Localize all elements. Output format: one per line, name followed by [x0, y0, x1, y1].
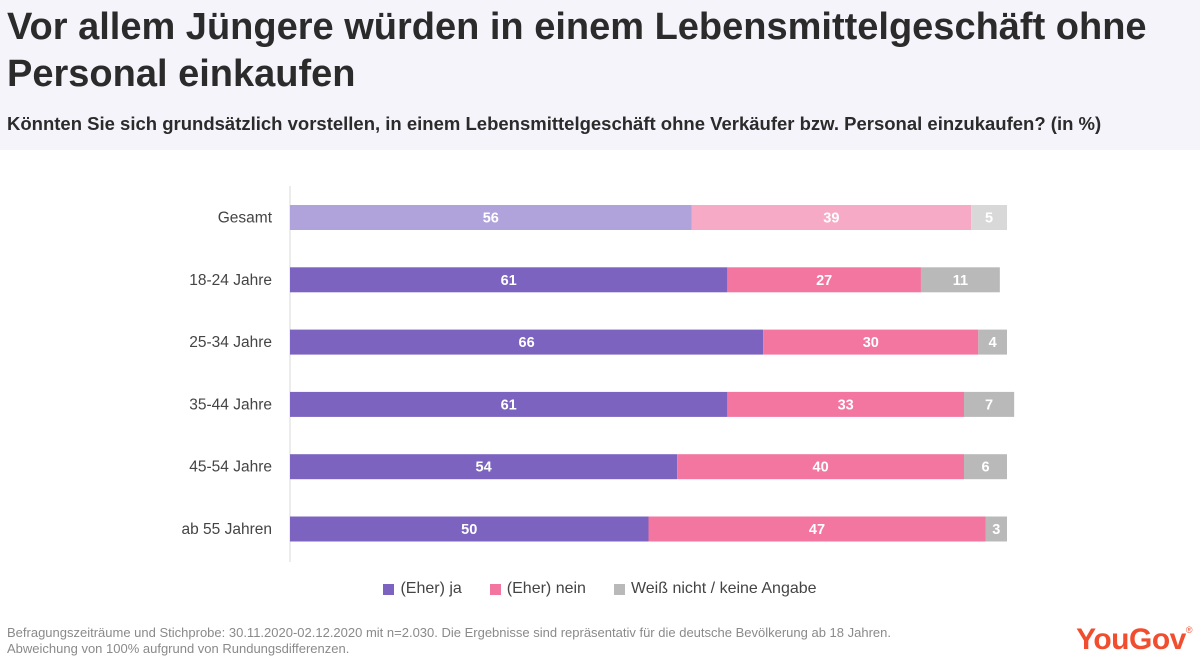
data-label: 54	[476, 460, 492, 476]
data-label: 66	[519, 335, 535, 351]
data-label: 50	[461, 522, 477, 538]
legend-item-ja: (Eher) ja	[383, 580, 462, 598]
data-label: 4	[989, 335, 997, 351]
chart-title: Vor allem Jüngere würden in einem Lebens…	[7, 6, 1147, 95]
bar-segment-ja	[290, 329, 764, 355]
bar-segment-nein	[763, 329, 979, 355]
category-label: ab 55 Jahren	[182, 521, 273, 538]
bar-segment-nein	[727, 267, 921, 293]
legend-item-nein: (Eher) nein	[489, 580, 586, 598]
data-label: 33	[838, 397, 854, 413]
legend-label-nein: (Eher) nein	[506, 580, 586, 597]
data-label: 30	[863, 335, 879, 351]
bar-segment-weiss-nicht	[985, 516, 1007, 542]
data-label: 6	[981, 460, 989, 476]
bar-segment-ja	[290, 454, 678, 480]
bar-segment-nein	[691, 205, 972, 230]
bar-segment-weiss-nicht	[971, 205, 1007, 230]
footnote: Befragungszeiträume und Stichprobe: 30.1…	[7, 625, 891, 657]
footnote-line-2: Abweichung von 100% aufgrund von Rundung…	[7, 641, 350, 656]
data-label: 40	[813, 460, 829, 476]
bar-segment-ja	[290, 391, 728, 417]
data-label: 61	[501, 273, 517, 289]
category-label: 45-54 Jahre	[189, 459, 272, 476]
data-label: 27	[816, 273, 832, 289]
stacked-bar-chart: Gesamt 56 39 5 18-24 Jahre 61 27 11 25-34 Jahre 6…	[182, 186, 1015, 562]
data-label: 7	[985, 397, 993, 413]
category-label: Gesamt	[218, 210, 273, 227]
data-label: 5	[985, 211, 993, 227]
legend-item-weiss-nicht: Weiß nicht / keine Angabe	[613, 580, 817, 598]
bar-segment-ja	[290, 267, 728, 293]
legend-swatch-ja	[383, 583, 395, 595]
data-label: 56	[483, 211, 499, 227]
category-label: 35-44 Jahre	[189, 396, 272, 413]
data-label: 47	[809, 522, 825, 538]
bar-segment-nein	[727, 391, 964, 417]
footnote-line-1: Befragungszeiträume und Stichprobe: 30.1…	[7, 625, 891, 640]
bar-segment-weiss-nicht	[920, 267, 1000, 293]
bar-segment-ja	[290, 516, 649, 542]
category-label: 18-24 Jahre	[189, 272, 272, 289]
bar-segment-nein	[677, 454, 964, 480]
data-label: 39	[823, 211, 839, 227]
legend-label-weiss-nicht: Weiß nicht / keine Angabe	[630, 580, 817, 597]
legend-swatch-weiss-nicht	[613, 583, 625, 595]
category-label: 25-34 Jahre	[189, 334, 272, 351]
chart-subtitle: Könnten Sie sich grundsätzlich vorstelle…	[7, 113, 1102, 134]
legend: (Eher) ja (Eher) nein Weiß nicht / keine…	[0, 580, 1200, 598]
data-label: 11	[953, 273, 968, 289]
bar-segment-nein	[648, 516, 986, 542]
bar-segment-weiss-nicht	[963, 454, 1007, 480]
legend-swatch-nein	[489, 583, 501, 595]
bar-segment-weiss-nicht	[978, 329, 1007, 355]
yougov-logo: YouGov®	[1076, 623, 1192, 657]
bar-segment-weiss-nicht	[963, 391, 1015, 417]
data-label: 61	[501, 397, 517, 413]
logo-text: YouGov	[1076, 623, 1186, 656]
header-band: Vor allem Jüngere würden in einem Lebens…	[0, 0, 1200, 150]
data-label: 3	[992, 522, 1000, 538]
registered-mark: ®	[1185, 625, 1193, 635]
legend-label-ja: (Eher) ja	[400, 580, 462, 597]
bar-segment-ja	[290, 205, 692, 230]
